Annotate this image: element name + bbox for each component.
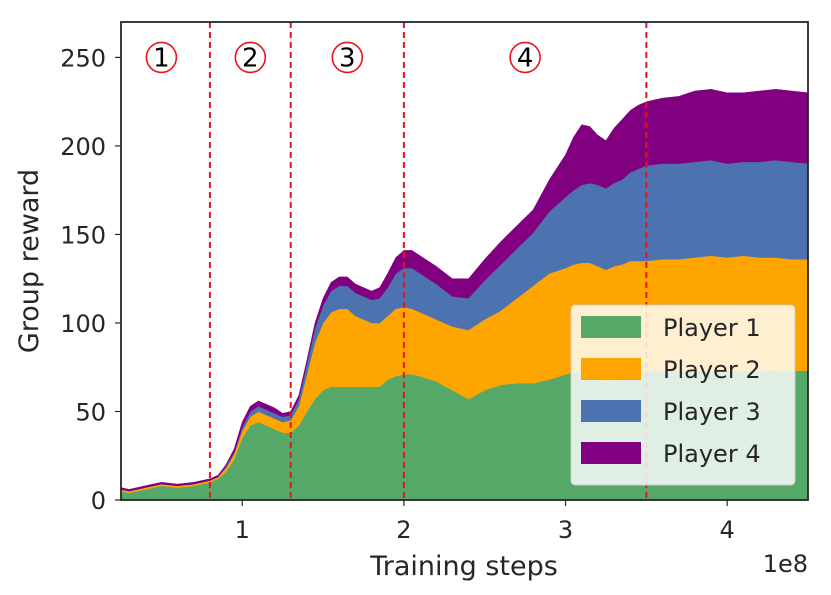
legend-swatch-2 xyxy=(581,358,641,380)
y-tick-label: 150 xyxy=(60,221,106,249)
legend-label-4: Player 4 xyxy=(663,440,761,468)
phase-labels: 1 2 3 4 xyxy=(145,41,541,74)
legend-label-3: Player 3 xyxy=(663,398,761,426)
phase-marker-2-circle xyxy=(234,41,267,74)
y-tick-label: 0 xyxy=(91,487,106,515)
y-tick-label: 50 xyxy=(75,398,106,426)
x-tick-label: 4 xyxy=(720,516,735,544)
x-multiplier-label: 1e8 xyxy=(763,550,808,578)
legend-label-1: Player 1 xyxy=(663,314,761,342)
y-ticks: 0 50 100 150 200 250 xyxy=(60,44,121,515)
legend-swatch-3 xyxy=(581,400,641,422)
y-tick-label: 100 xyxy=(60,310,106,338)
y-axis-label: Group reward xyxy=(14,169,45,353)
phase-marker-4-label: 4 xyxy=(517,43,534,73)
legend-swatch-1 xyxy=(581,316,641,338)
x-tick-label: 3 xyxy=(558,516,573,544)
legend-label-2: Player 2 xyxy=(663,356,761,384)
phase-marker-2-label: 2 xyxy=(242,43,259,73)
phase-marker-4-circle xyxy=(509,41,541,74)
x-ticks: 1 2 3 4 xyxy=(235,500,735,544)
plot-frame xyxy=(120,21,809,501)
phase-marker-1-circle xyxy=(145,41,178,74)
x-tick-label: 2 xyxy=(396,516,411,544)
y-tick-label: 200 xyxy=(60,133,106,161)
legend-swatch-4 xyxy=(581,442,641,464)
phase-marker-3-label: 3 xyxy=(339,43,356,73)
phase-marker-3-circle xyxy=(331,41,364,74)
phase-marker-1-label: 1 xyxy=(153,43,170,73)
y-tick-label: 250 xyxy=(60,44,106,72)
x-axis-label: Training steps xyxy=(369,551,558,582)
x-tick-label: 1 xyxy=(235,516,250,544)
legend: Player 1 Player 2 Player 3 Player 4 xyxy=(570,304,796,486)
legend-box xyxy=(570,304,796,486)
